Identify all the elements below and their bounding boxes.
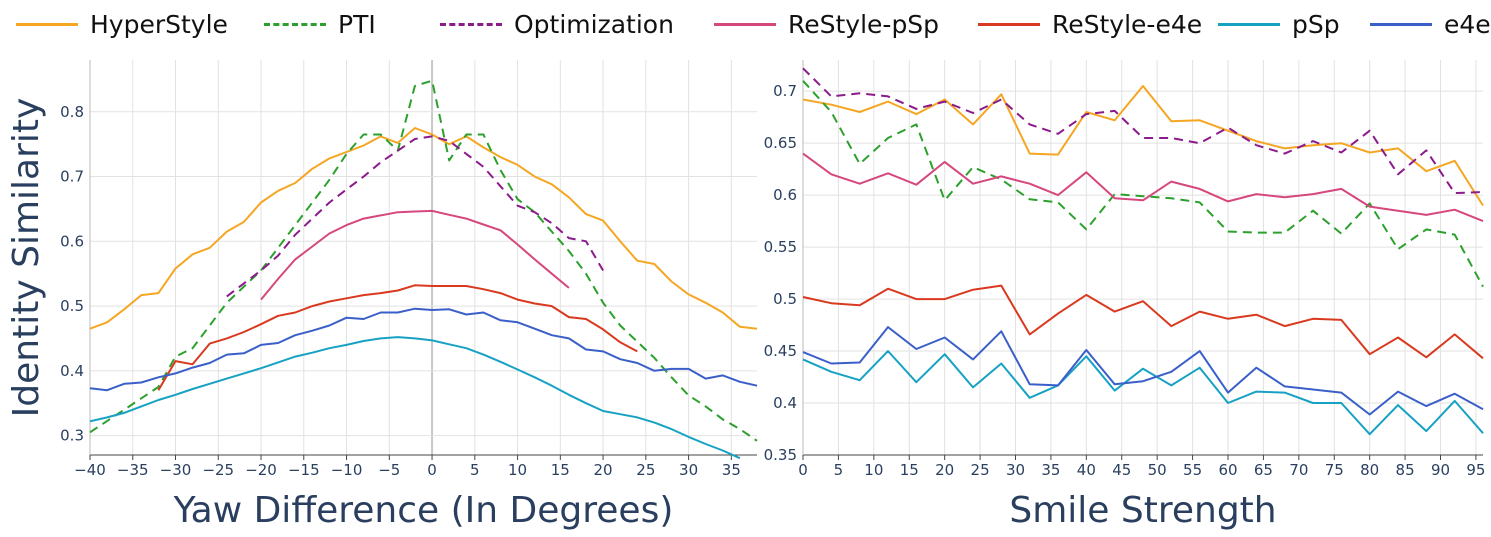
legend-item[interactable]: HyperStyle bbox=[16, 6, 228, 42]
series-line-restyle-e4e bbox=[157, 284, 638, 391]
chart-1: −40 −35 −30 −25 −20 −15 −10 −5 0 5 10 15 20 25 30 35 0.3… bbox=[6, 60, 758, 531]
series-line-optimization bbox=[802, 67, 1484, 195]
x-tick-label: 60 bbox=[1218, 461, 1237, 479]
x-tick-label: 80 bbox=[1360, 461, 1379, 479]
legend-item[interactable]: e4e bbox=[1370, 6, 1491, 42]
x-tick-label: 95 bbox=[1466, 461, 1485, 479]
x-tick-label: 70 bbox=[1289, 461, 1308, 479]
x-tick-label: 25 bbox=[971, 461, 990, 479]
legend-swatch bbox=[16, 22, 78, 26]
x-axis-title: Smile Strength bbox=[1009, 490, 1276, 531]
y-tick-label: 0.7 bbox=[773, 82, 797, 100]
x-tick-label: 25 bbox=[636, 461, 655, 479]
x-tick-label: 45 bbox=[1112, 461, 1131, 479]
legend-item[interactable]: ReStyle-pSp bbox=[714, 6, 939, 42]
legend-label: ReStyle-pSp bbox=[788, 9, 940, 39]
series-line-restyle-psp bbox=[260, 209, 570, 301]
y-tick-label: 0.45 bbox=[764, 342, 797, 360]
x-tick-label: 35 bbox=[1041, 461, 1060, 479]
legend-swatch bbox=[1370, 22, 1432, 26]
series-line-hyperstyle bbox=[89, 127, 758, 330]
series-line-pti bbox=[802, 80, 1484, 288]
legend-item[interactable]: pSp bbox=[1218, 6, 1340, 42]
legend-label: PTI bbox=[338, 9, 376, 39]
legend: HyperStyle PTI Optimization ReStyle-pSp ReSt… bbox=[0, 0, 1491, 52]
x-tick-label: 30 bbox=[679, 461, 698, 479]
x-tick-label: 20 bbox=[935, 461, 954, 479]
y-tick-label: 0.5 bbox=[773, 290, 797, 308]
y-axis-title: Identity Similarity bbox=[6, 98, 47, 418]
legend-label: Optimization bbox=[514, 9, 674, 39]
y-tick-label: 0.65 bbox=[764, 134, 797, 152]
x-tick-label: −35 bbox=[117, 461, 149, 479]
y-tick-label: 0.6 bbox=[60, 232, 84, 250]
x-tick-label: 5 bbox=[834, 461, 844, 479]
x-tick-label: 35 bbox=[722, 461, 741, 479]
legend-item[interactable]: ReStyle-e4e bbox=[978, 6, 1202, 42]
x-tick-label: 75 bbox=[1325, 461, 1344, 479]
y-tick-label: 0.35 bbox=[764, 446, 797, 464]
y-tick-label: 0.5 bbox=[60, 297, 84, 315]
legend-swatch bbox=[440, 22, 502, 26]
series-line-hyperstyle bbox=[802, 85, 1484, 207]
x-tick-label: −5 bbox=[378, 461, 400, 479]
series-line-e4e bbox=[89, 307, 758, 392]
x-tick-label: 85 bbox=[1396, 461, 1415, 479]
series-line-restyle-e4e bbox=[802, 284, 1484, 360]
legend-item[interactable]: Optimization bbox=[440, 6, 674, 42]
legend-label: pSp bbox=[1292, 9, 1340, 39]
x-tick-label: −25 bbox=[202, 461, 234, 479]
y-tick-label: 0.7 bbox=[60, 168, 84, 186]
x-tick-label: 90 bbox=[1431, 461, 1450, 479]
legend-label: HyperStyle bbox=[90, 9, 228, 39]
legend-swatch bbox=[1218, 22, 1280, 26]
chart-2: 0 5 10 15 20 25 30 35 40 45 50 55 60 65 70 75 80 85 90 95 0.… bbox=[764, 60, 1485, 531]
y-tick-label: 0.55 bbox=[764, 238, 797, 256]
x-tick-label: 15 bbox=[900, 461, 919, 479]
y-tick-label: 0.8 bbox=[60, 103, 84, 121]
x-tick-label: 10 bbox=[864, 461, 883, 479]
x-tick-label: −40 bbox=[74, 461, 106, 479]
y-tick-label: 0.6 bbox=[773, 186, 797, 204]
x-tick-label: −30 bbox=[160, 461, 192, 479]
y-tick-label: 0.4 bbox=[773, 394, 797, 412]
y-tick-label: 0.4 bbox=[60, 362, 84, 380]
legend-item[interactable]: PTI bbox=[264, 6, 376, 42]
x-tick-label: 65 bbox=[1254, 461, 1273, 479]
x-tick-label: 0 bbox=[427, 461, 437, 479]
x-tick-label: −10 bbox=[331, 461, 363, 479]
x-tick-label: 10 bbox=[508, 461, 527, 479]
x-tick-label: 40 bbox=[1077, 461, 1096, 479]
series-line-optimization bbox=[226, 135, 604, 298]
x-tick-label: −15 bbox=[288, 461, 320, 479]
x-tick-label: 5 bbox=[470, 461, 480, 479]
series-line-psp bbox=[802, 350, 1484, 436]
x-tick-label: 20 bbox=[594, 461, 613, 479]
x-tick-label: 50 bbox=[1148, 461, 1167, 479]
x-tick-label: −20 bbox=[245, 461, 277, 479]
x-tick-label: 0 bbox=[798, 461, 808, 479]
x-axis-title: Yaw Difference (In Degrees) bbox=[173, 490, 674, 531]
legend-swatch bbox=[714, 22, 776, 26]
series-line-e4e bbox=[802, 326, 1484, 416]
y-tick-label: 0.3 bbox=[60, 427, 84, 445]
legend-swatch bbox=[264, 22, 326, 26]
x-tick-label: 30 bbox=[1006, 461, 1025, 479]
legend-label: e4e bbox=[1444, 9, 1491, 39]
x-tick-label: 15 bbox=[551, 461, 570, 479]
legend-label: ReStyle-e4e bbox=[1052, 9, 1203, 39]
x-tick-label: 55 bbox=[1183, 461, 1202, 479]
series-line-pti bbox=[89, 79, 758, 442]
series-line-restyle-psp bbox=[802, 152, 1484, 223]
series-line-psp bbox=[89, 336, 741, 460]
legend-swatch bbox=[978, 22, 1040, 26]
